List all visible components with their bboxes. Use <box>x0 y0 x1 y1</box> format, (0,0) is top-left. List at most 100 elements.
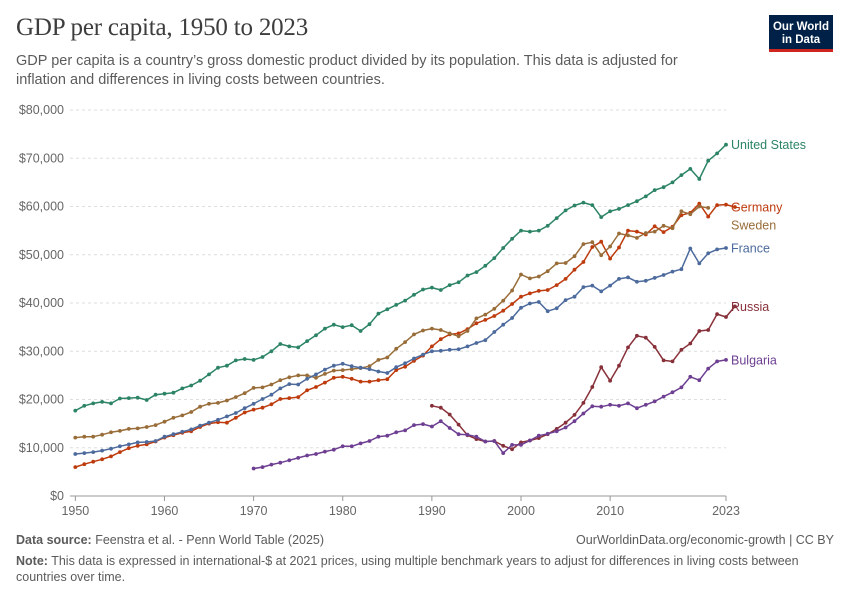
data-point <box>430 285 434 290</box>
data-point <box>670 180 675 185</box>
data-point <box>643 278 648 283</box>
logo-line-1: Our World <box>772 20 829 33</box>
data-point <box>688 167 693 171</box>
data-point <box>733 205 737 209</box>
data-point <box>501 298 506 303</box>
data-point <box>189 410 194 414</box>
axis-layer: $0 $10,000 $20,000 $30,000 $40,000 $50,000 $60… <box>19 103 740 518</box>
data-point <box>331 363 336 368</box>
data-point <box>376 358 381 362</box>
data-point <box>421 422 425 426</box>
data-point <box>73 452 78 456</box>
data-point <box>483 338 488 343</box>
y-tick-label: $70,000 <box>19 151 64 165</box>
data-point <box>536 300 541 304</box>
data-point <box>367 364 372 369</box>
data-point <box>323 367 327 372</box>
data-point <box>287 458 292 463</box>
data-point <box>376 434 381 439</box>
data-point <box>305 376 309 381</box>
data-point <box>635 333 639 338</box>
data-point <box>554 261 559 266</box>
data-point <box>590 245 595 249</box>
data-point <box>572 267 577 272</box>
data-point <box>617 245 621 250</box>
data-point <box>269 462 274 467</box>
data-point <box>554 306 559 311</box>
data-point <box>91 450 96 454</box>
data-point <box>608 209 612 214</box>
data-point <box>715 203 719 208</box>
data-point <box>233 415 238 420</box>
data-point <box>670 390 675 395</box>
data-point <box>100 457 104 462</box>
data-point <box>679 347 684 352</box>
x-tick-label: 1950 <box>61 504 89 518</box>
data-point <box>100 448 104 453</box>
data-source-text[interactable]: Feenstra et al. - Penn World Table (2025… <box>95 533 325 547</box>
data-point <box>242 391 247 396</box>
data-point <box>126 446 131 451</box>
data-point <box>617 403 621 408</box>
source-url[interactable]: OurWorldinData.org/economic-growth | CC … <box>576 533 834 547</box>
data-point <box>287 375 292 380</box>
data-point <box>474 270 479 274</box>
series-label-sweden: Sweden <box>731 218 776 232</box>
data-point <box>706 328 711 332</box>
data-point <box>278 397 283 401</box>
data-point <box>189 383 194 388</box>
data-point <box>510 316 514 320</box>
data-point <box>305 339 309 343</box>
x-tick-label: 2000 <box>507 504 535 518</box>
data-point <box>563 277 568 281</box>
data-point <box>385 355 390 360</box>
data-point <box>144 398 149 402</box>
data-point <box>679 173 684 178</box>
data-point <box>447 347 452 352</box>
y-tick-label: $20,000 <box>19 393 64 407</box>
data-point <box>581 242 586 247</box>
y-tick-label: $50,000 <box>19 248 64 262</box>
data-point <box>528 276 532 281</box>
data-point <box>135 443 140 448</box>
data-point <box>394 365 399 370</box>
data-point <box>670 226 675 231</box>
data-point <box>572 413 577 417</box>
data-source-label: Data source: <box>16 533 92 547</box>
data-point <box>474 341 479 345</box>
data-point <box>715 247 719 252</box>
series-label-russia: Russia <box>731 300 769 314</box>
data-point <box>501 246 506 250</box>
data-point <box>91 401 96 406</box>
data-point <box>198 378 203 383</box>
data-point <box>144 440 149 444</box>
data-point <box>563 261 568 265</box>
data-point <box>608 402 612 407</box>
series-label-united-states: United States <box>731 138 806 152</box>
data-point <box>438 405 443 410</box>
data-point <box>643 194 648 199</box>
data-point <box>198 423 203 428</box>
data-point <box>269 349 274 354</box>
data-point <box>349 444 354 449</box>
x-tick-label: 1970 <box>240 504 268 518</box>
data-point <box>697 201 702 206</box>
owid-logo[interactable]: Our World in Data <box>769 15 833 52</box>
chart-note: Note: This data is expressed in internat… <box>16 553 834 585</box>
data-point <box>501 322 506 327</box>
data-point <box>296 345 301 350</box>
data-point <box>590 203 595 208</box>
label-layer: United States Germany Sweden France Russia Bu… <box>731 138 806 367</box>
data-point <box>706 251 711 256</box>
data-point <box>269 402 274 407</box>
data-point <box>581 285 586 289</box>
data-point <box>216 417 220 422</box>
data-point <box>225 363 229 368</box>
data-point <box>376 378 381 383</box>
data-point <box>242 406 247 411</box>
data-point <box>545 288 550 292</box>
data-point <box>599 239 604 244</box>
data-point <box>510 288 514 293</box>
data-point <box>608 378 612 383</box>
